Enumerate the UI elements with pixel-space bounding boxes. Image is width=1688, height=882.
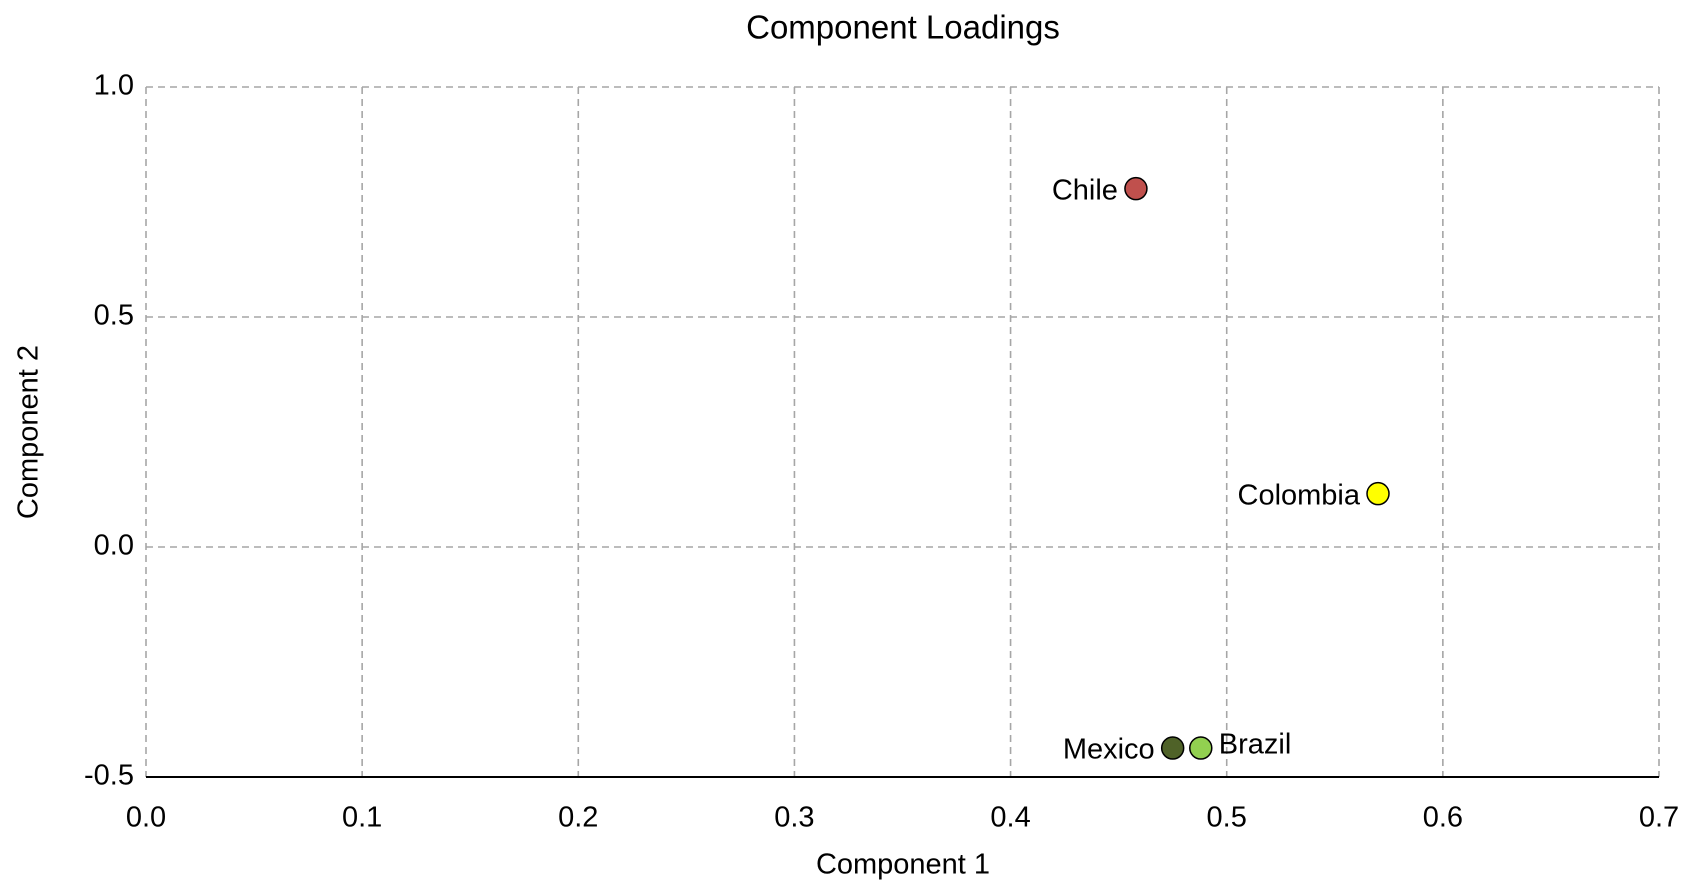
point-label: Chile xyxy=(1052,174,1118,206)
y-tick-label: 0.0 xyxy=(94,530,134,562)
point xyxy=(1189,736,1213,760)
x-tick-label: 0.1 xyxy=(342,802,382,834)
x-tick-label: 0.3 xyxy=(774,802,814,834)
x-axis-label: Component 1 xyxy=(816,849,990,881)
chart-title: Component Loadings xyxy=(746,9,1060,46)
x-tick-label: 0.7 xyxy=(1639,802,1679,834)
x-tick-label: 0.4 xyxy=(990,802,1030,834)
point xyxy=(1160,736,1185,760)
y-tick-label: -0.5 xyxy=(84,760,134,792)
y-tick-label: 0.5 xyxy=(94,300,134,332)
x-tick-label: 0.2 xyxy=(558,802,598,834)
x-tick-label: 0.5 xyxy=(1207,802,1247,834)
point xyxy=(1124,176,1148,201)
y-axis-label: Component 2 xyxy=(13,345,45,519)
point-label: Mexico xyxy=(1063,734,1155,766)
x-tick-label: 0.6 xyxy=(1423,802,1463,834)
x-tick-label: 0.0 xyxy=(126,802,166,834)
point-label: Colombia xyxy=(1238,479,1361,511)
point xyxy=(1366,481,1390,506)
y-tick-label: 1.0 xyxy=(94,70,134,102)
point-label: Brazil xyxy=(1219,729,1292,761)
